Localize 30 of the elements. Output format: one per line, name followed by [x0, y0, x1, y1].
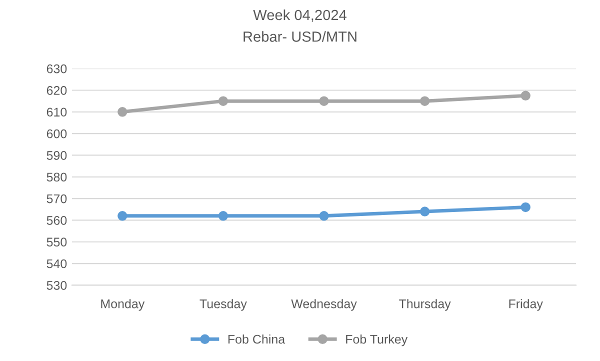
- point: [118, 211, 128, 221]
- point: [420, 206, 430, 216]
- y-tick-label: 560: [46, 216, 67, 225]
- chart-title: Week 04,2024: [253, 9, 346, 22]
- y-tick-label: 600: [46, 129, 67, 138]
- point: [218, 96, 228, 106]
- x-tick-label: Monday: [101, 299, 145, 311]
- y-tick-label: 630: [46, 64, 67, 74]
- y-tick-label: 620: [46, 86, 67, 95]
- point: [520, 90, 530, 101]
- y-tick-label: 530: [46, 280, 67, 290]
- y-tick-label: 550: [46, 238, 67, 247]
- chart-subtitle: Rebar- USD/MTN: [244, 31, 356, 42]
- y-tick-label: 610: [46, 108, 67, 117]
- legend-label: Fob Turkey: [346, 334, 408, 346]
- x-tick-label: Thursday: [399, 299, 451, 311]
- y-tick-label: 540: [46, 259, 67, 268]
- y-tick-label: 580: [46, 172, 67, 182]
- y-tick-label: 590: [46, 151, 67, 160]
- point: [420, 96, 430, 106]
- x-tick-label: Tuesday: [200, 299, 247, 311]
- legend-label: Fob China: [228, 334, 286, 344]
- x-tick-label: Friday: [509, 299, 543, 311]
- point: [319, 211, 329, 221]
- point: [218, 211, 228, 221]
- x-tick-label: Wednesday: [291, 299, 357, 311]
- point: [118, 107, 128, 117]
- point: [520, 202, 530, 212]
- point: [319, 96, 329, 106]
- y-tick-label: 570: [46, 194, 67, 204]
